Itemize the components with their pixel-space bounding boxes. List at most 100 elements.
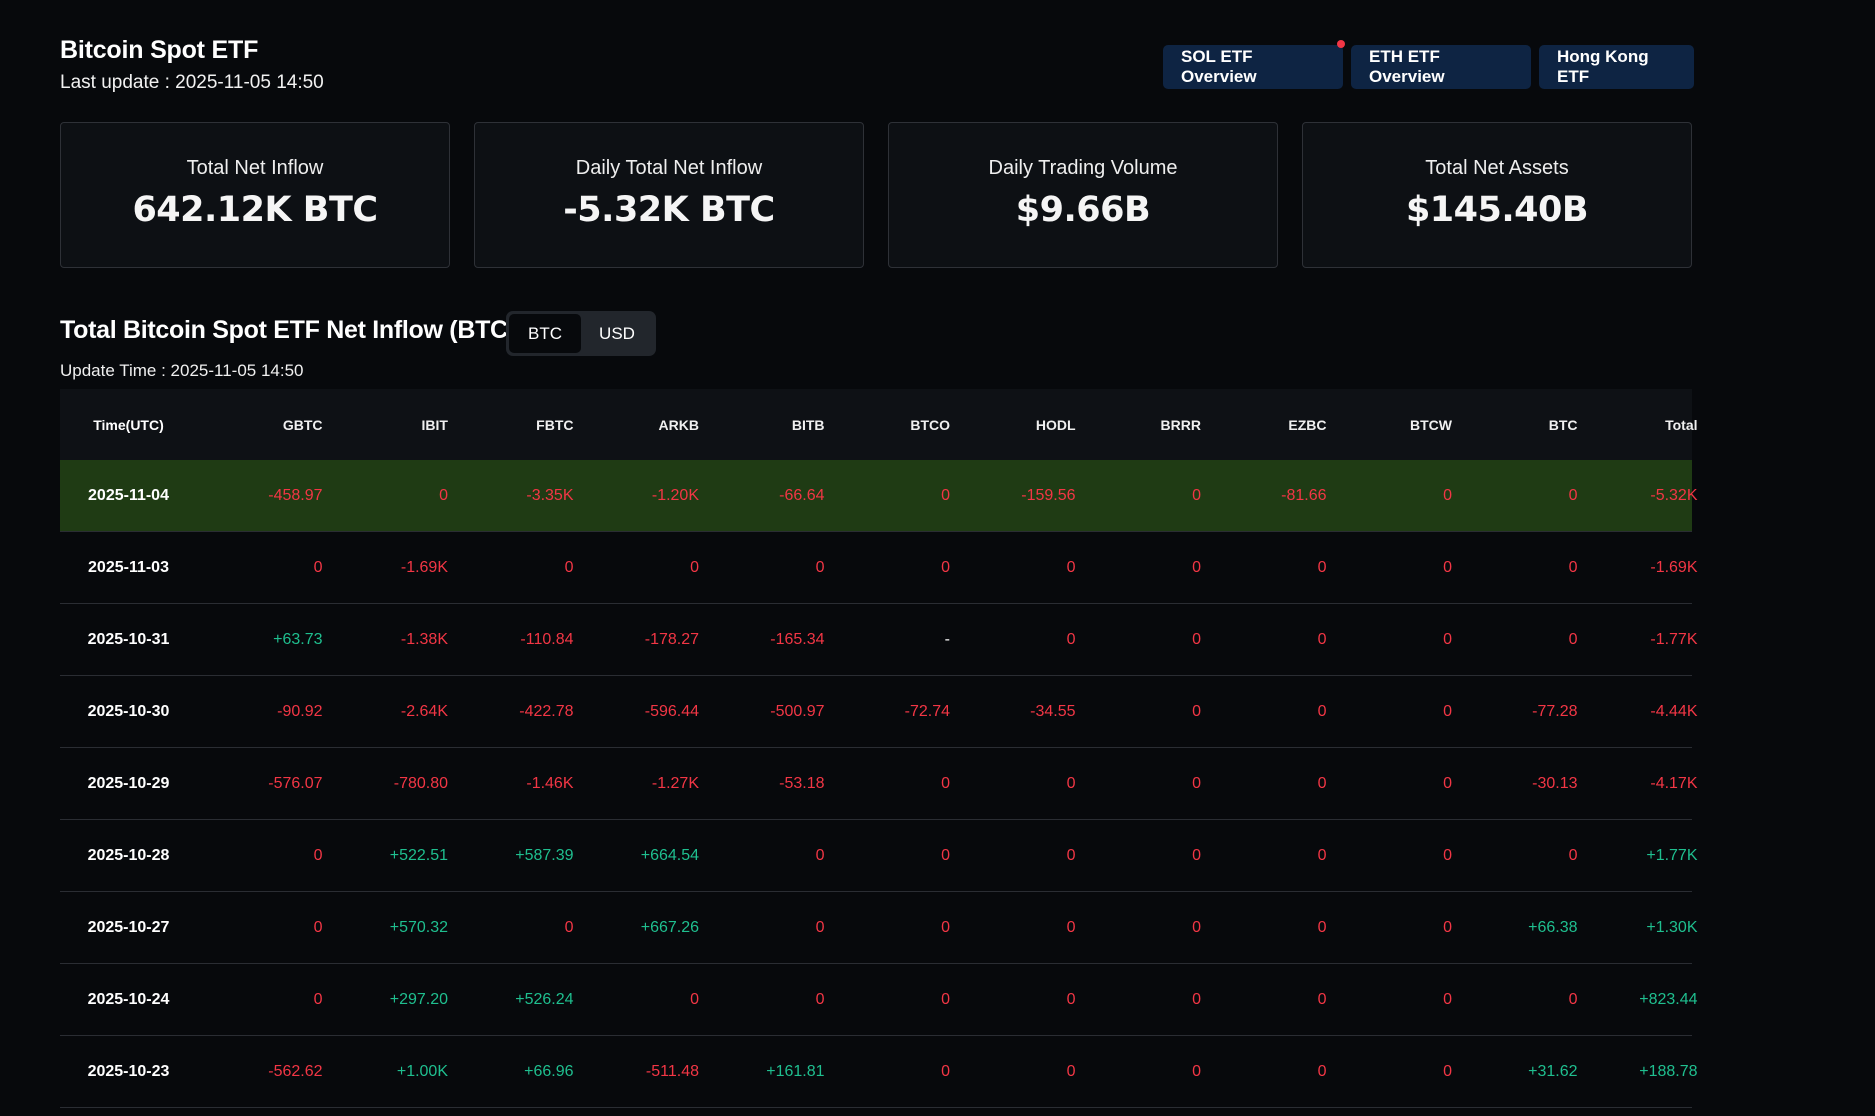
table-cell: -3.35K — [526, 486, 574, 504]
table-cell: 0 — [1192, 558, 1201, 576]
row-date: 2025-10-23 — [87, 1062, 170, 1080]
table-cell: 0 — [1443, 1062, 1452, 1080]
table-row[interactable]: 2025-10-24 0 +297.20 +526.24 0 0 0 0 0 0 0 0 +823.44 — [60, 964, 1698, 1036]
table-header: Time(UTC) GBTC IBIT FBTC ARKB BITB BTCO HODL BRR… — [60, 389, 1698, 460]
table-cell: 0 — [1192, 702, 1201, 720]
table-cell: +526.24 — [515, 990, 574, 1008]
column-header-btco: BTCO — [910, 416, 950, 433]
table-cell: 0 — [690, 558, 699, 576]
stat-value: -5.32K BTC — [563, 189, 775, 230]
table-cell: -90.92 — [277, 702, 323, 720]
table-cell: -576.07 — [268, 774, 323, 792]
table-cell: 0 — [1066, 630, 1076, 648]
table-row[interactable]: 2025-11-03 0 -1.69K 0 0 0 0 0 0 0 0 0 -1.69K — [60, 532, 1698, 604]
row-date: 2025-11-04 — [88, 486, 169, 504]
sol-etf-overview-label: SOL ETF Overview — [1181, 47, 1257, 86]
table-cell: +522.51 — [389, 846, 448, 864]
table-row[interactable]: 2025-10-23 -562.62 +1.00K +66.96 -511.48 +161… — [60, 1036, 1698, 1108]
table-cell: 0 — [1192, 990, 1201, 1008]
table-row[interactable]: 2025-11-04 -458.97 0 -3.35K -1.20K -66.64 0 -15… — [60, 460, 1698, 532]
table-row[interactable]: 2025-10-31 +63.73 -1.38K -110.84 -178.27 -165… — [60, 604, 1698, 676]
row-total: -4.17K — [1650, 774, 1698, 792]
table-cell: +667.26 — [640, 918, 699, 936]
table-cell: 0 — [1443, 630, 1452, 648]
column-header-btcw: BTCW — [1410, 416, 1452, 433]
table-cell: 0 — [941, 774, 950, 792]
table-cell: -511.48 — [645, 1062, 699, 1080]
table-cell: 0 — [941, 846, 950, 864]
table-cell: 0 — [1066, 918, 1076, 936]
table-cell: 0 — [1443, 486, 1452, 504]
table-cell: 0 — [1443, 702, 1452, 720]
table-cell: -458.97 — [268, 486, 323, 504]
stat-card-daily-trading-volume: Daily Trading Volume $9.66B — [888, 122, 1278, 268]
table-cell: 0 — [1192, 918, 1201, 936]
table-cell: +31.62 — [1528, 1062, 1578, 1080]
table-cell: 0 — [1568, 630, 1578, 648]
stat-label: Daily Trading Volume — [988, 156, 1178, 179]
toggle-btc[interactable]: BTC — [509, 314, 581, 353]
table-cell: -30.13 — [1532, 774, 1578, 792]
table-cell: 0 — [564, 558, 574, 576]
stat-value: $9.66B — [1015, 189, 1151, 230]
table-cell: 0 — [941, 1062, 950, 1080]
table-cell: -1.69K — [400, 558, 448, 576]
table-cell: 0 — [1066, 990, 1076, 1008]
table-cell: -1.38K — [400, 630, 448, 648]
column-header-total: Total — [1665, 416, 1698, 433]
table-cell: 0 — [815, 846, 825, 864]
table-cell: +297.20 — [389, 990, 448, 1008]
table-cell: 0 — [1317, 630, 1327, 648]
hong-kong-etf-label: Hong Kong ETF — [1557, 47, 1649, 86]
table-cell: +570.32 — [389, 918, 448, 936]
table-cell: 0 — [1443, 990, 1452, 1008]
row-total: -1.77K — [1650, 630, 1698, 648]
table-cell: 0 — [1317, 1062, 1327, 1080]
table-cell: +161.81 — [766, 1062, 825, 1080]
sol-etf-overview-button[interactable]: SOL ETF Overview — [1163, 40, 1345, 89]
table-cell: 0 — [1192, 486, 1201, 504]
table-cell: 0 — [1317, 918, 1327, 936]
table-cell: 0 — [941, 486, 950, 504]
table-row[interactable]: 2025-10-30 -90.92 -2.64K -422.78 -596.44 -500… — [60, 676, 1698, 748]
table-cell: 0 — [1192, 846, 1201, 864]
table-cell: +63.73 — [273, 630, 323, 648]
table-cell: 0 — [564, 918, 574, 936]
table-cell: -562.62 — [268, 1062, 323, 1080]
column-header-time-utc: Time(UTC) — [93, 416, 164, 433]
table-cell: -178.27 — [644, 630, 699, 648]
table-cell: 0 — [1066, 774, 1076, 792]
stat-value: 642.12K BTC — [132, 189, 378, 230]
row-date: 2025-10-31 — [87, 630, 170, 648]
table-cell: 0 — [1192, 774, 1201, 792]
hong-kong-etf-button[interactable]: Hong Kong ETF — [1539, 45, 1694, 89]
table-cell: -72.74 — [904, 702, 950, 720]
table-cell: -165.34 — [770, 630, 825, 648]
row-total: -5.32K — [1650, 486, 1698, 504]
table-cell: -780.80 — [393, 774, 448, 792]
table-cell: -1.20K — [651, 486, 699, 504]
table-cell: 0 — [1192, 1062, 1201, 1080]
row-date: 2025-10-27 — [87, 918, 170, 936]
table-cell: -422.78 — [519, 702, 574, 720]
table-cell: 0 — [313, 846, 323, 864]
table-cell: 0 — [313, 990, 323, 1008]
section-title: Total Bitcoin Spot ETF Net Inflow (BTC) — [60, 316, 516, 344]
table-row[interactable]: 2025-10-28 0 +522.51 +587.39 +664.54 0 0 0 0 0 0 0 +… — [60, 820, 1698, 892]
table-cell: 0 — [815, 558, 825, 576]
table-cell: 0 — [1317, 846, 1327, 864]
table-cell: 0 — [941, 990, 950, 1008]
table-cell: +1.00K — [396, 1062, 448, 1080]
table-row[interactable]: 2025-10-27 0 +570.32 0 +667.26 0 0 0 0 0 0 +66.38 +1… — [60, 892, 1698, 964]
table-cell: 0 — [1066, 558, 1076, 576]
table-cell: -500.97 — [770, 702, 825, 720]
table-cell: 0 — [1443, 774, 1452, 792]
toggle-usd[interactable]: USD — [599, 323, 635, 343]
notification-dot-icon — [1337, 40, 1345, 48]
column-header-btc: BTC — [1548, 416, 1578, 433]
eth-etf-overview-button[interactable]: ETH ETF Overview — [1351, 45, 1531, 89]
table-cell: 0 — [1066, 1062, 1076, 1080]
table-cell: 0 — [439, 486, 448, 504]
row-total: +1.30K — [1646, 918, 1698, 936]
table-row[interactable]: 2025-10-29 -576.07 -780.80 -1.46K -1.27K -53.… — [60, 748, 1698, 820]
